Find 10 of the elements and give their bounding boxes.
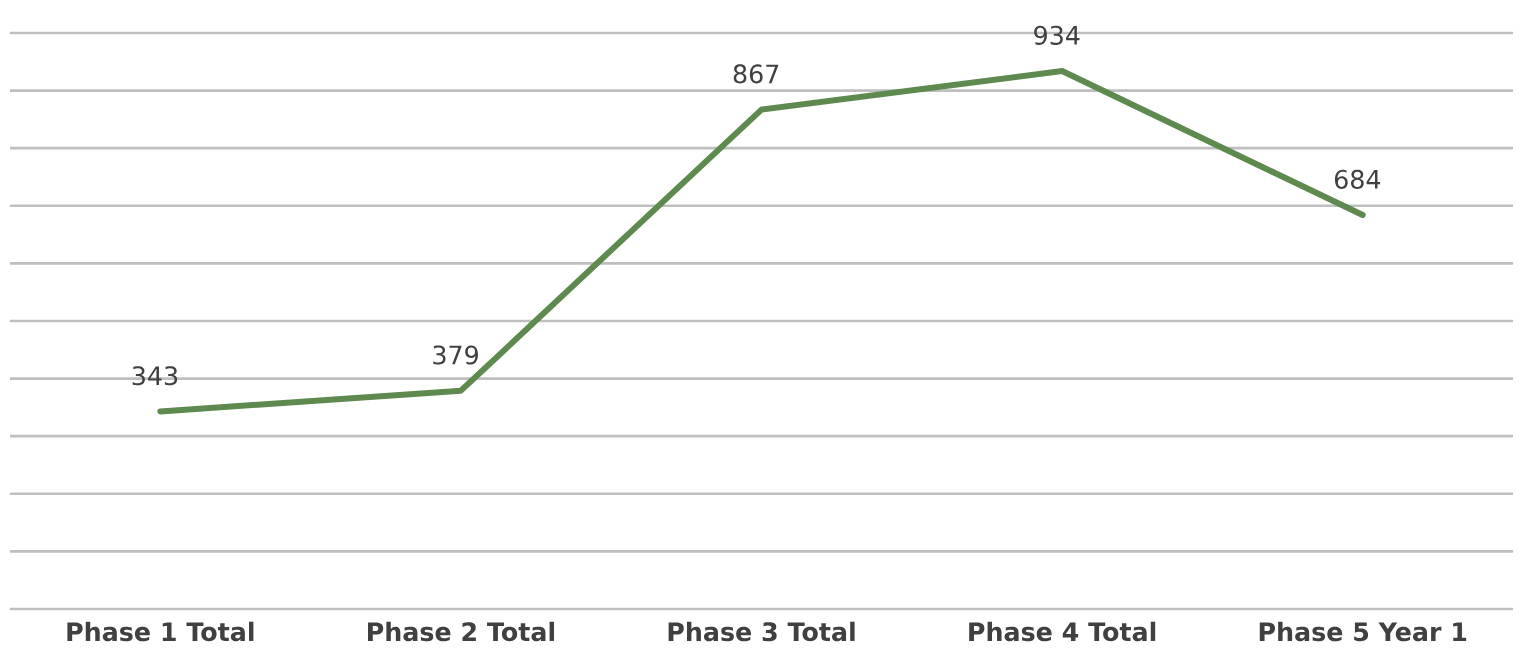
data-label: 684	[1334, 169, 1381, 189]
x-tick-label: Phase 5 Year 1	[1259, 621, 1467, 642]
x-tick-label: Phase 2 Total	[368, 621, 554, 642]
data-label: 867	[733, 64, 779, 84]
x-tick-label: Phase 1 Total	[67, 621, 254, 642]
data-label: 379	[433, 345, 478, 365]
data-label: 934	[1034, 25, 1080, 45]
x-tick-label: Phase 4 Total	[969, 621, 1156, 642]
data-label: 343	[132, 366, 178, 386]
x-tick-label: Phase 3 Total	[668, 621, 855, 642]
